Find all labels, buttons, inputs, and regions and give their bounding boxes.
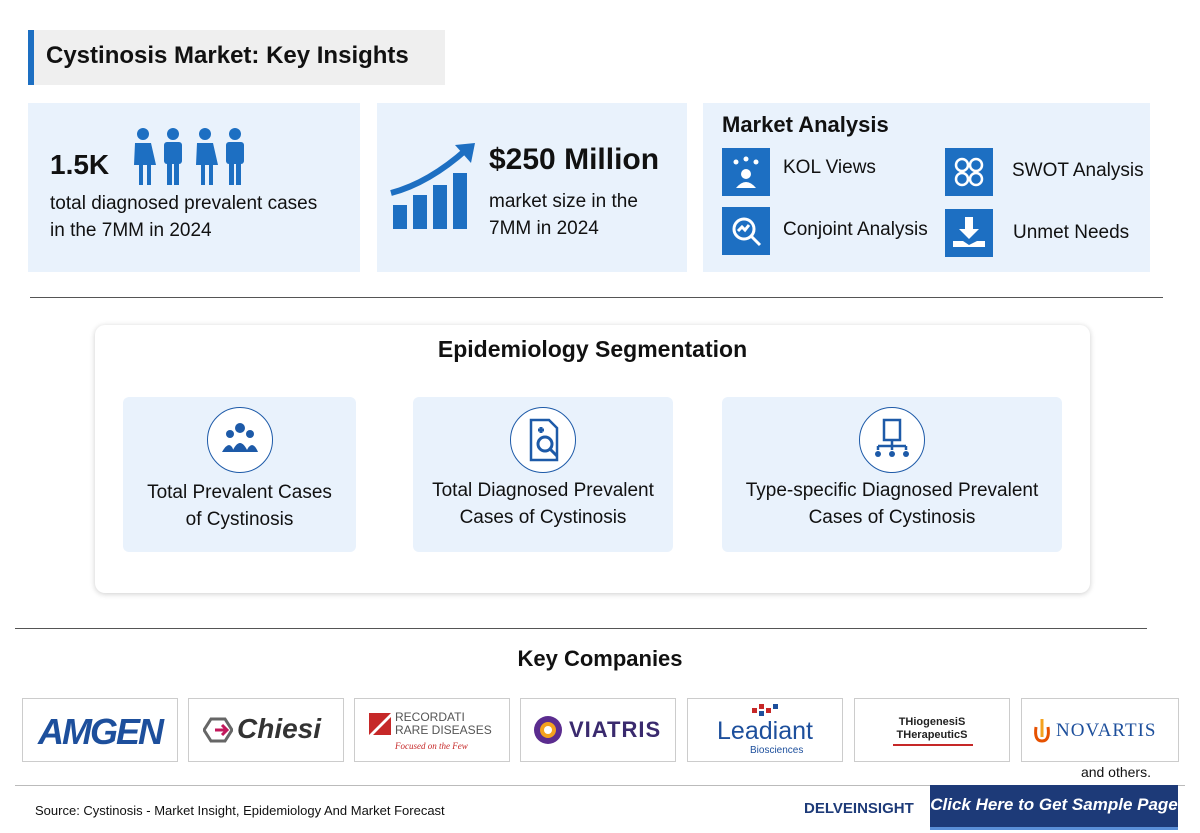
cases-value: 1.5K	[50, 149, 110, 180]
analysis-title: Market Analysis	[722, 112, 889, 137]
logo-text: THiogenesiS THerapeuticS	[855, 716, 1009, 742]
market-card: $250 Million market size in the 7MM in 2…	[377, 103, 687, 272]
logo-text: RECORDATI RARE DISEASES	[395, 711, 492, 737]
logo-line: THerapeuticS	[896, 729, 968, 741]
others-note: and others.	[1080, 764, 1151, 780]
source-note: Source: Cystinosis - Market Insight, Epi…	[35, 803, 445, 818]
logo-text: AMGEN	[38, 711, 164, 752]
segment-label: Total Prevalent Cases of Cystinosis	[123, 479, 356, 533]
divider	[15, 785, 1185, 786]
company-logo: THiogenesiS THerapeuticS	[854, 698, 1010, 762]
logo-line: THiogenesiS	[898, 716, 966, 728]
segment-card: Total Diagnosed Prevalent Cases of Cystin…	[413, 397, 673, 552]
logo-underline	[893, 744, 973, 746]
page-title: Cystinosis Market: Key Insights	[46, 42, 409, 69]
unmet-icon	[945, 209, 993, 257]
segment-icon	[859, 407, 925, 473]
logo-text: NOVARTIS	[1056, 720, 1157, 741]
logo-text: Leadiant	[717, 717, 813, 745]
divider	[30, 297, 1163, 298]
logo-line: RECORDATI	[395, 710, 465, 724]
segment-line: Cases of Cystinosis	[808, 507, 976, 528]
logo-mark	[203, 717, 233, 743]
logo-text: Chiesi	[237, 713, 322, 744]
company-logo: AMGEN	[22, 698, 178, 762]
title-accent	[28, 30, 34, 85]
companies-title: Key Companies	[517, 646, 683, 671]
market-text: 7MM in 2024	[489, 218, 599, 239]
segment-label: Type-specific Diagnosed Prevalent Cases o…	[722, 477, 1062, 531]
kol-icon	[722, 148, 770, 196]
cases-text: in the 7MM in 2024	[50, 220, 212, 241]
cases-card: 1.5K total diagnosed prevalent cases in …	[28, 103, 360, 272]
segment-icon	[510, 407, 576, 473]
epidemiology-title: Epidemiology Segmentation	[437, 336, 748, 362]
analysis-item: Unmet Needs	[1013, 222, 1130, 243]
segment-label: Total Diagnosed Prevalent Cases of Cystin…	[413, 477, 673, 531]
segment-line: of Cystinosis	[185, 509, 294, 530]
segment-line: Type-specific Diagnosed Prevalent	[745, 480, 1039, 501]
conjoint-icon	[722, 207, 770, 255]
company-logo: NOVARTIS	[1021, 698, 1179, 762]
analysis-item: Conjoint Analysis	[783, 219, 928, 240]
analysis-item: KOL Views	[783, 157, 876, 178]
logo-mark	[1034, 719, 1050, 743]
logo-text: VIATRIS	[569, 717, 662, 742]
logo-text: Biosciences	[750, 745, 804, 756]
analysis-card: Market Analysis KOL Views Conjoint Analy…	[703, 103, 1150, 272]
sample-button[interactable]: Click Here to Get Sample Page	[930, 785, 1178, 830]
logo-mark	[534, 716, 562, 744]
title-box: Cystinosis Market: Key Insights	[28, 30, 445, 85]
logo-tagline: Focused on the Few	[395, 741, 468, 751]
company-logo: RECORDATI RARE DISEASES Focused on the Few	[354, 698, 510, 762]
epidemiology-panel: Epidemiology Segmentation Total Prevalen…	[95, 325, 1090, 593]
cases-text: total diagnosed prevalent cases	[50, 193, 318, 214]
analysis-item: SWOT Analysis	[1012, 160, 1144, 181]
market-text: market size in the	[489, 191, 638, 212]
segment-line: Total Prevalent Cases	[147, 482, 332, 503]
segment-line: Cases of Cystinosis	[459, 507, 627, 528]
logo-line: RARE DISEASES	[395, 723, 492, 737]
divider	[15, 628, 1147, 629]
company-logo: Chiesi	[188, 698, 344, 762]
logo-mark	[369, 713, 391, 735]
swot-icon	[945, 148, 993, 196]
company-logo: VIATRIS	[520, 698, 676, 762]
market-value: $250 Million	[489, 143, 660, 176]
brand-logo: DELVEINSIGHT	[804, 800, 914, 817]
logo-mark	[752, 704, 778, 716]
company-logo: Leadiant Biosciences	[687, 698, 843, 762]
segment-icon	[206, 407, 273, 473]
people-icon	[134, 128, 244, 185]
segment-card: Type-specific Diagnosed Prevalent Cases o…	[722, 397, 1062, 552]
segment-line: Total Diagnosed Prevalent	[432, 480, 654, 501]
growth-icon	[390, 143, 475, 229]
segment-card: Total Prevalent Cases of Cystinosis	[123, 397, 356, 552]
